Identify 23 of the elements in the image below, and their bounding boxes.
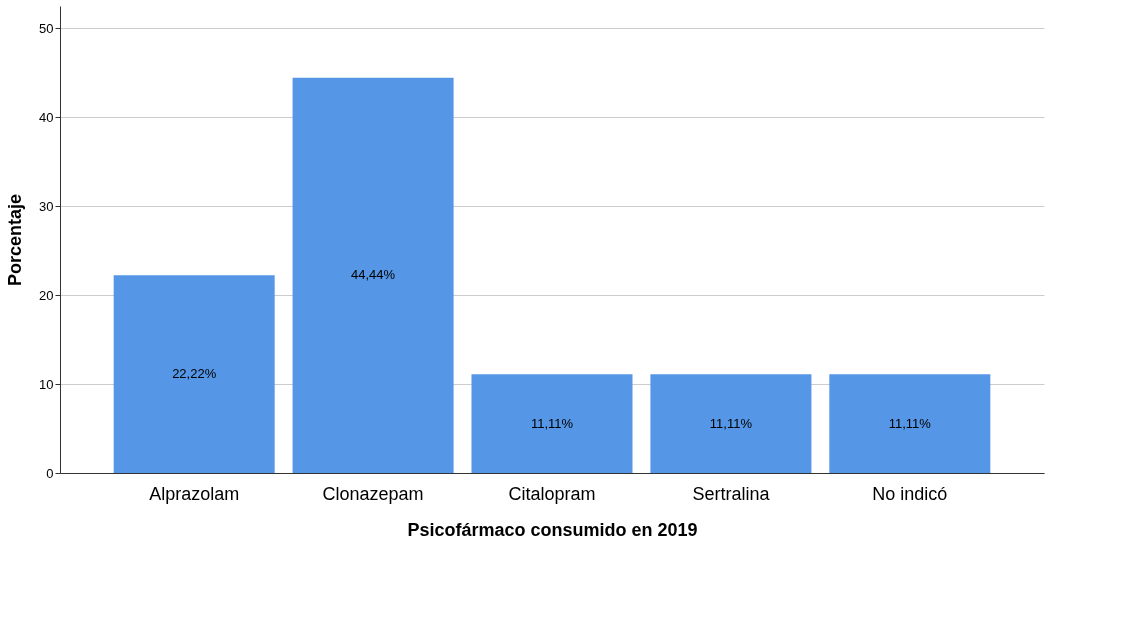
bar [113, 275, 275, 473]
bar [471, 374, 633, 473]
y-tick-label: 10 [39, 376, 54, 392]
data-label: 44,44% [351, 267, 396, 283]
data-label: 22,22% [172, 366, 217, 382]
x-tick-label: No indicó [872, 483, 948, 504]
y-tick-label: 20 [39, 287, 54, 303]
data-label: 11,11% [530, 415, 574, 431]
y-tick-label: 40 [39, 109, 54, 125]
y-axis-title: Porcentaje [5, 193, 26, 287]
data-label: 11,11% [888, 415, 932, 431]
x-tick-label: Alprazolam [149, 483, 240, 504]
y-tick-label: 50 [39, 20, 54, 36]
y-tick-label: 30 [39, 198, 54, 214]
bar [650, 374, 812, 473]
x-tick-label: Clonazepam [322, 483, 424, 504]
x-axis-title: Psicofármaco consumido en 2019 [407, 519, 698, 540]
x-tick-label: Citalopram [508, 483, 596, 504]
y-tick-label: 0 [46, 465, 54, 481]
data-label: 11,11% [709, 415, 753, 431]
bar [292, 77, 454, 473]
bar [829, 374, 991, 473]
x-tick-label: Sertralina [692, 483, 771, 504]
